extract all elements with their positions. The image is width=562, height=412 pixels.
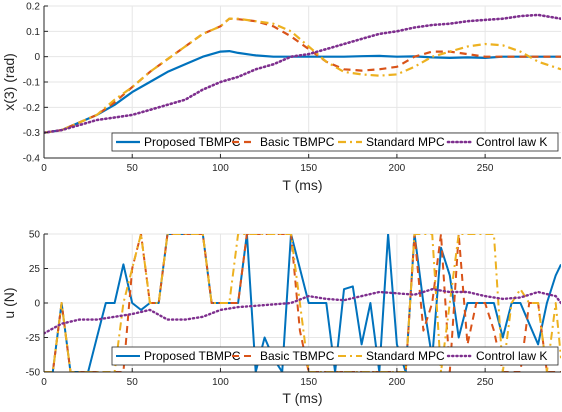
x-tick-label: 0 [41, 163, 47, 174]
y-axis-label: u (N) [1, 287, 17, 318]
x-axis-label: T (ms) [282, 390, 322, 406]
x-tick-label: 100 [212, 377, 229, 388]
x-tick-label: 200 [389, 377, 406, 388]
series-line-standard [44, 234, 561, 372]
x-tick-label: 250 [477, 377, 494, 388]
x-tick-label: 200 [389, 163, 406, 174]
legend-label: Standard MPC [366, 135, 445, 149]
x-tick-label: 100 [212, 163, 229, 174]
x-tick-label: 50 [127, 163, 139, 174]
legend-label: Proposed TBMPC [144, 349, 241, 363]
y-tick-label: 0.2 [26, 2, 40, 13]
y-tick-label: -50 [26, 368, 41, 379]
legend-label: Control law K [476, 135, 547, 149]
series-line-basic [44, 234, 561, 372]
bottom-chart-u: 0 50 100 150 200 250 -50 -25 0 25 50 T (ms) u (N) Pro… [1, 230, 561, 406]
series-line-control [44, 288, 561, 335]
legend-label: Proposed TBMPC [144, 135, 241, 149]
series-line-standard [44, 17, 561, 134]
y-tick-label: 50 [29, 230, 41, 241]
y-axis-label: x(3) (rad) [1, 53, 17, 111]
legend-label: Basic TBMPC [260, 135, 335, 149]
y-tick-label: 0.1 [26, 27, 40, 38]
series-line-control [44, 13, 561, 134]
x-tick-label: 50 [127, 377, 139, 388]
x-axis-label: T (ms) [282, 177, 322, 193]
series-group [44, 13, 561, 134]
series-line-proposed [44, 49, 561, 134]
legend-box [111, 346, 559, 366]
y-tick-label: 25 [29, 264, 41, 275]
legend-label: Basic TBMPC [260, 349, 335, 363]
x-tick-label: 150 [300, 163, 317, 174]
legend: Proposed TBMPC Basic TBMPC Standard MPC Con… [111, 346, 559, 366]
y-tick-label: -0.3 [23, 128, 41, 139]
top-chart-x3: 0 50 100 150 200 250 -0.4 -0.3 -0.2 -0.1 0 0.1 0.2 T … [1, 2, 561, 193]
y-tick-label: -25 [26, 333, 41, 344]
y-tick-label: 0 [34, 52, 40, 63]
series-group [44, 234, 561, 372]
legend-box [111, 132, 559, 152]
y-tick-label: -0.2 [23, 103, 41, 114]
legend-label: Control law K [476, 349, 547, 363]
legend: Proposed TBMPC Basic TBMPC Standard MPC Con… [111, 132, 559, 152]
y-tick-label: -0.1 [23, 78, 41, 89]
x-tick-label: 250 [477, 163, 494, 174]
y-tick-label: -0.4 [23, 154, 41, 165]
x-tick-label: 0 [41, 377, 47, 388]
legend-label: Standard MPC [366, 349, 445, 363]
x-tick-label: 150 [300, 377, 317, 388]
series-line-basic [44, 17, 561, 134]
y-tick-label: 0 [34, 299, 40, 310]
